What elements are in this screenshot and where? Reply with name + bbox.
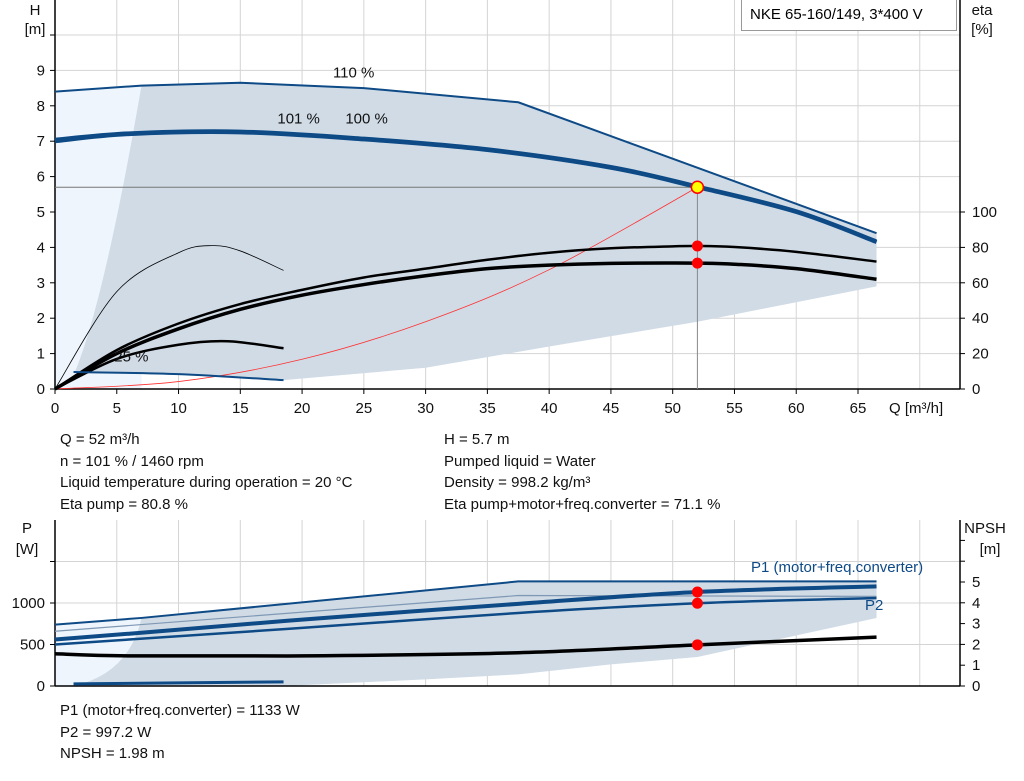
info-eta-total: Eta pump+motor+freq.converter = 71.1 % <box>444 495 721 513</box>
y-tick-label-right: 0 <box>972 678 980 695</box>
chart-title: NKE 65-160/149, 3*400 V <box>741 0 957 31</box>
curve-label: 100 % <box>345 111 388 128</box>
label-p2: P2 <box>865 597 883 614</box>
y-tick-label: 0 <box>37 381 45 398</box>
x-tick-label: 0 <box>51 400 59 417</box>
info-npsh: NPSH = 1.98 m <box>60 745 165 762</box>
eta-curve <box>54 245 284 390</box>
y-tick-label-right: 100 <box>972 204 997 221</box>
info-pumped-liquid: Pumped liquid = Water <box>444 452 596 470</box>
y-tick-label: 2 <box>37 310 45 327</box>
x-tick-label: 10 <box>170 400 187 417</box>
info-liquid-temp: Liquid temperature during operation = 20… <box>60 474 353 491</box>
head-curve-100 <box>54 130 878 244</box>
x-tick-label: 60 <box>788 400 805 417</box>
info-density: Density = 998.2 kg/m³ <box>444 474 591 491</box>
duty-point-npsh <box>691 639 703 651</box>
y-tick-label-right: 60 <box>972 275 989 292</box>
head-curve-25 <box>73 371 284 382</box>
y-axis-unit-left: [m] <box>25 21 46 38</box>
y-tick-label-right: 2 <box>972 636 980 653</box>
x-tick-label: 65 <box>850 400 867 417</box>
y-tick-label-right: 80 <box>972 239 989 256</box>
x-tick-label: 5 <box>113 400 121 417</box>
x-tick-label: 30 <box>417 400 434 417</box>
x-tick-label: 35 <box>479 400 496 417</box>
info-head: H = 5.7 m <box>444 431 510 448</box>
y-tick-label-right: 1 <box>972 657 980 674</box>
info-flow: Q = 52 m³/h <box>60 431 140 448</box>
power-region <box>73 581 877 686</box>
power-curve-p1 <box>54 584 877 642</box>
duty-point-p1 <box>691 586 703 598</box>
y-tick-label: 1 <box>37 346 45 363</box>
info-bottom: P1 (motor+freq.converter) = 1133 W P2 = … <box>60 700 300 765</box>
operating-region <box>74 82 877 381</box>
x-tick-label: 40 <box>541 400 558 417</box>
label-p1: P1 (motor+freq.converter) <box>751 559 923 576</box>
y-tick-label: 3 <box>37 275 45 292</box>
info-p1: P1 (motor+freq.converter) = 1133 W <box>60 702 300 719</box>
info-eta-pump: Eta pump = 80.8 % <box>60 495 188 513</box>
y-tick-label-right: 4 <box>972 595 980 612</box>
eta-curve <box>54 339 284 391</box>
info-top-left: Q = 52 m³/h n = 101 % / 1460 rpm Liquid … <box>60 429 352 515</box>
power-curve-25 <box>73 680 284 686</box>
y-tick-label-right: 3 <box>972 616 980 633</box>
x-tick-label: 20 <box>294 400 311 417</box>
duty-point-eta-pump <box>691 240 703 252</box>
x-tick-label: 50 <box>664 400 681 417</box>
power-curve-p2 <box>54 596 877 646</box>
y-axis-unit-power: [W] <box>16 541 39 558</box>
info-top-right: H = 5.7 m Pumped liquid = Water Density … <box>444 429 720 515</box>
y-tick-label: 0 <box>37 678 45 695</box>
y-tick-label: 500 <box>20 637 45 654</box>
y-axis-unit-npsh: [m] <box>980 541 1001 558</box>
curve-label: 110 % <box>333 64 374 81</box>
system-curve <box>54 186 698 390</box>
y-tick-label-right: 20 <box>972 346 989 363</box>
duty-point-eta-total <box>691 257 703 269</box>
y-tick-label: 1000 <box>12 595 45 612</box>
y-tick-label: 9 <box>37 62 45 79</box>
x-tick-label: 55 <box>726 400 743 417</box>
y-tick-label: 5 <box>37 204 45 221</box>
x-axis-title: Q [m³/h] <box>889 400 943 417</box>
x-tick-label: 15 <box>232 400 249 417</box>
duty-point-head <box>690 180 705 194</box>
y-axis-title-npsh: NPSH <box>964 520 1006 537</box>
y-axis-title-power: P <box>22 520 32 537</box>
y-tick-label: 4 <box>37 239 45 256</box>
y-axis-title-left: H <box>30 2 41 19</box>
y-axis-title-right: eta <box>972 2 994 19</box>
duty-point-p2 <box>691 597 703 609</box>
head-curve-110 <box>54 81 877 235</box>
x-tick-label: 45 <box>603 400 620 417</box>
y-tick-label-right: 5 <box>972 574 980 591</box>
curve-label: 101 % <box>277 111 320 128</box>
x-tick-label: 25 <box>356 400 373 417</box>
eta-curve <box>54 261 877 391</box>
y-tick-label-right: 40 <box>972 310 989 327</box>
y-axis-unit-right: [%] <box>971 21 993 38</box>
info-p2: P2 = 997.2 W <box>60 723 152 741</box>
power-curve-p1-110 <box>54 580 877 626</box>
eta-curve <box>54 244 877 391</box>
y-tick-label: 7 <box>37 133 45 150</box>
y-tick-label: 6 <box>37 169 45 186</box>
curve-label: 25 % <box>114 348 148 365</box>
y-tick-label-right: 0 <box>972 381 980 398</box>
y-tick-label: 8 <box>37 98 45 115</box>
npsh-curve <box>54 635 877 658</box>
info-speed: n = 101 % / 1460 rpm <box>60 452 204 470</box>
